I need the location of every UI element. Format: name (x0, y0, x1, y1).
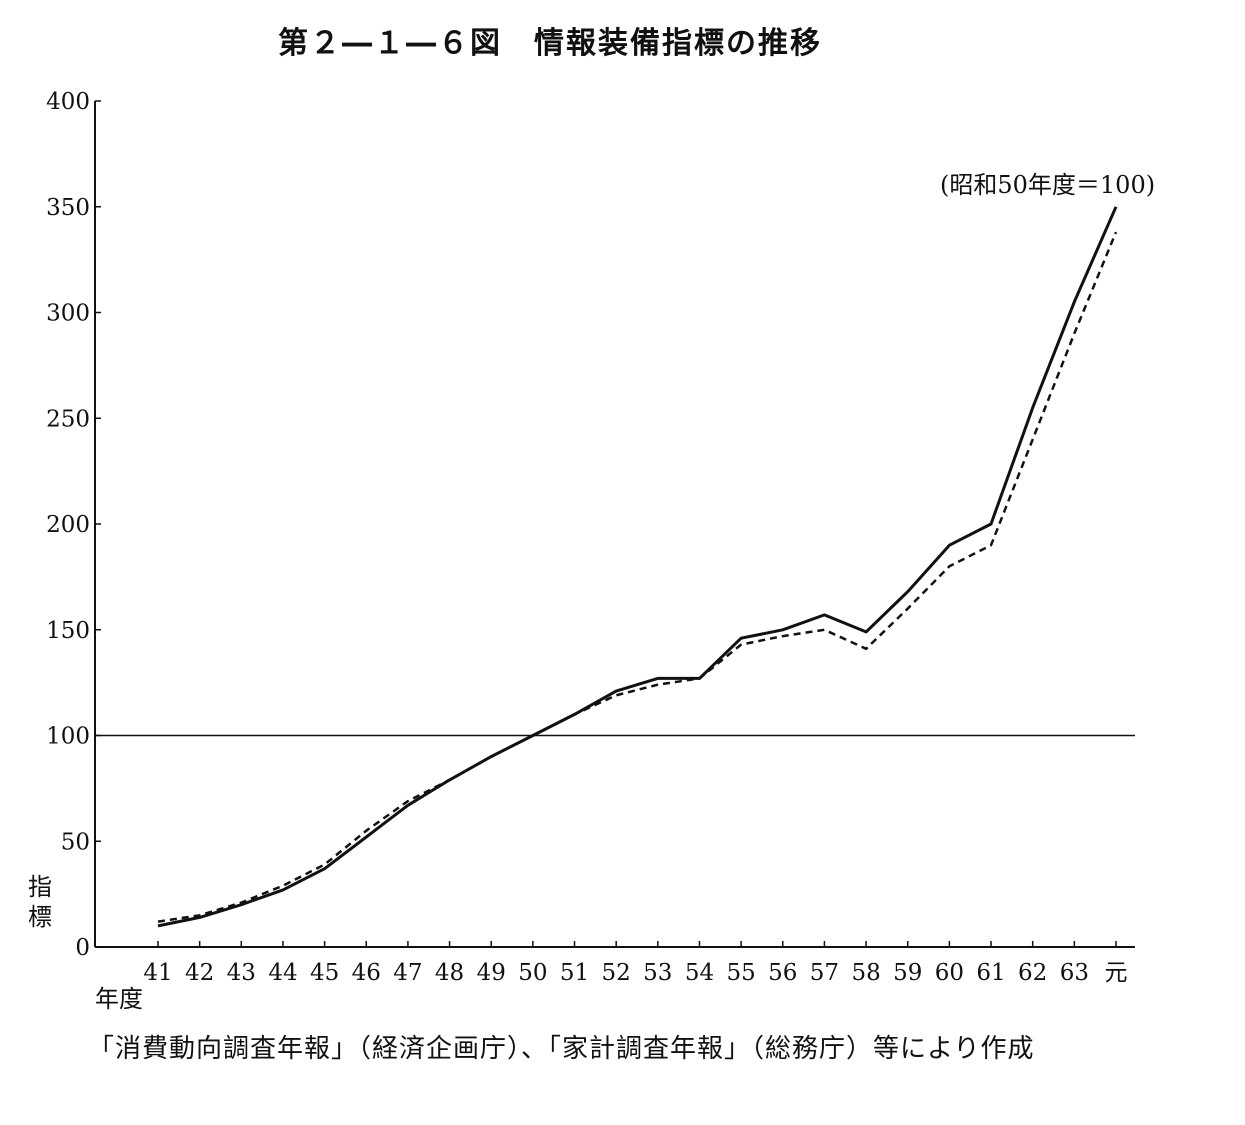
x-tick-label: 48 (435, 960, 464, 986)
source-note: 「消費動向調査年報」（経済企画庁）、「家計調査年報」（総務庁）等により作成 (88, 1034, 1035, 1064)
y-axis-label-char1: 指 (28, 873, 52, 901)
x-tick-label: 55 (726, 960, 755, 986)
y-tick-label: 400 (46, 89, 90, 115)
x-tick-label: 61 (976, 960, 1005, 986)
y-tick-label: 100 (46, 724, 90, 750)
x-tick-label: 44 (268, 960, 297, 986)
x-tick-label: 41 (143, 960, 172, 986)
x-tick-label: 51 (560, 960, 589, 986)
y-tick-labels: 0 50 100 150 200 250 300 350 400 (46, 89, 90, 961)
y-tick-label: 350 (46, 195, 90, 221)
y-tick-label: 250 (46, 406, 90, 432)
x-tick-label: 59 (893, 960, 922, 986)
x-axis-label: 年度 (95, 985, 143, 1013)
unit-note: (昭和50年度＝100) (940, 171, 1156, 199)
y-tick-label: 50 (61, 829, 90, 855)
series-group (157, 206, 1118, 928)
y-tick-label: 150 (46, 618, 90, 644)
x-tick-label: 46 (352, 960, 381, 986)
axes (94, 100, 1135, 948)
x-tick-label: 56 (768, 960, 797, 986)
x-tick-label: 43 (227, 960, 256, 986)
series-line-dashed (157, 231, 1118, 923)
y-tick-label: 0 (75, 935, 90, 961)
x-tick-label: 42 (185, 960, 214, 986)
y-tick-label: 200 (46, 512, 90, 538)
x-tick-label: 57 (810, 960, 839, 986)
y-axis-label-char2: 標 (28, 903, 52, 931)
x-tick-label: 54 (685, 960, 714, 986)
x-tick-label: 52 (602, 960, 631, 986)
x-tick-label: 62 (1018, 960, 1047, 986)
x-tick-label: 47 (393, 960, 422, 986)
x-tick-labels: 41 42 43 44 45 46 47 48 49 50 51 52 53 54 55 56 57 58 59 60… (143, 960, 1127, 986)
series-line-solid (157, 206, 1118, 928)
chart-title: 第２―１―６図 情報装備指標の推移 (278, 26, 822, 61)
x-tick-label: 53 (643, 960, 672, 986)
x-tick-label: 60 (935, 960, 964, 986)
x-tick-label: 元 (1105, 960, 1128, 986)
x-tick-label: 49 (477, 960, 506, 986)
x-tick-label: 50 (518, 960, 547, 986)
y-tick-label: 300 (46, 301, 90, 327)
x-tick-label: 63 (1060, 960, 1089, 986)
x-tick-label: 58 (851, 960, 880, 986)
x-tick-label: 45 (310, 960, 339, 986)
